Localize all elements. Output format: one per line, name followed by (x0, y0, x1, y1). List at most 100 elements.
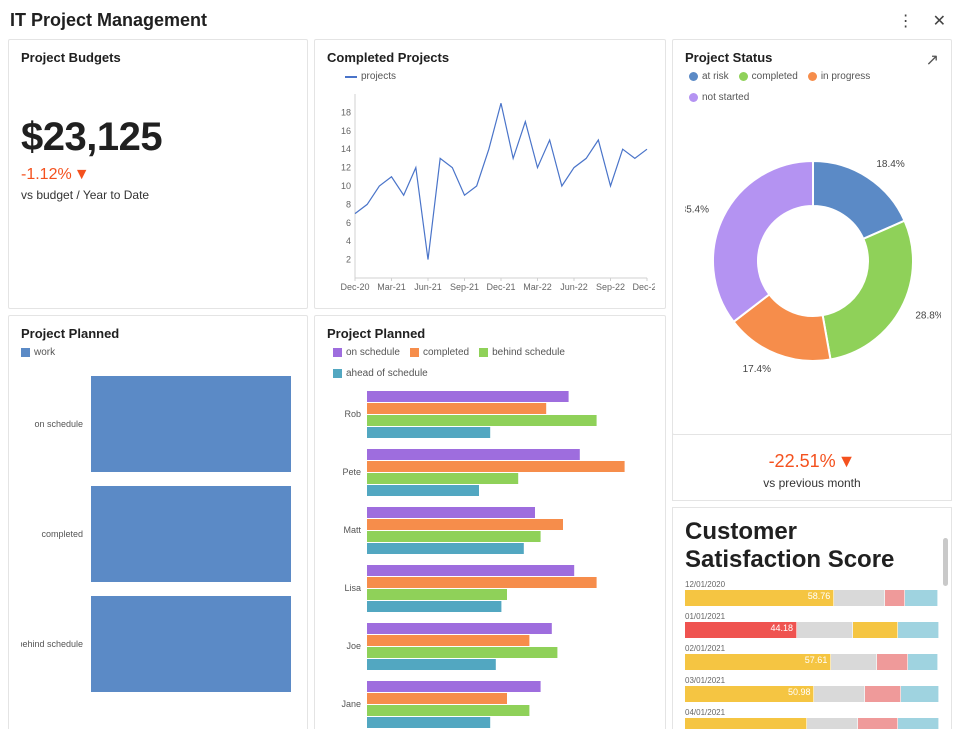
svg-text:Jane: Jane (341, 699, 361, 709)
csat-segment: 50.98 (685, 686, 814, 702)
csat-segment (834, 590, 885, 606)
scrollbar-thumb[interactable] (943, 538, 948, 586)
csat-delta-value: -22.51% (769, 451, 836, 472)
card-title: Project Planned (327, 326, 653, 341)
svg-text:18: 18 (341, 107, 351, 117)
csat-segment: 44.18 (685, 622, 797, 638)
legend-label: in progress (821, 71, 870, 82)
svg-text:Sep-22: Sep-22 (596, 282, 625, 292)
csat-row-label: 04/01/2021 (685, 708, 939, 717)
status-donut-chart: 18.4% 28.8% 17.4% 35.4% (685, 111, 941, 391)
svg-text:28.8%: 28.8% (915, 311, 941, 322)
svg-text:Dec-21: Dec-21 (486, 282, 515, 292)
legend-swatch (345, 76, 357, 78)
card-project-status[interactable]: Project Status ↗ at riskcompletedin prog… (672, 39, 952, 435)
csat-segment (858, 718, 899, 729)
svg-text:behind schedule: behind schedule (21, 639, 83, 649)
csat-segment (685, 718, 807, 729)
svg-text:Jun-21: Jun-21 (414, 282, 442, 292)
csat-row: 12/01/202058.76 (685, 580, 939, 606)
csat-segment (898, 622, 939, 638)
csat-stacked-bar: 57.61 (685, 654, 939, 670)
legend-label: on schedule (346, 347, 400, 358)
svg-text:Mar-21: Mar-21 (377, 282, 406, 292)
card-title: Project Planned (21, 326, 295, 341)
csat-segment-value: 58.76 (808, 591, 831, 601)
svg-text:18.4%: 18.4% (876, 159, 904, 170)
svg-text:Dec-22: Dec-22 (632, 282, 655, 292)
legend-item: behind schedule (479, 347, 565, 358)
csat-trend-rows: 12/01/202058.7601/01/202144.1802/01/2021… (685, 580, 939, 729)
csat-segment (905, 590, 938, 606)
card-completed-projects[interactable]: Completed Projects projects 246810121416… (314, 39, 666, 309)
close-icon[interactable]: ✕ (933, 11, 946, 31)
csat-row-label: 03/01/2021 (685, 676, 939, 685)
budgets-sub: vs budget / Year to Date (21, 188, 295, 202)
legend-swatch (689, 93, 698, 102)
csat-segment (814, 686, 865, 702)
csat-segment (885, 590, 905, 606)
legend-label: ahead of schedule (346, 368, 428, 379)
legend-swatch (333, 348, 342, 357)
svg-text:Mar-22: Mar-22 (523, 282, 552, 292)
csat-row: 04/01/2021 (685, 708, 939, 729)
svg-text:Rob: Rob (344, 409, 361, 419)
expand-icon[interactable]: ↗ (926, 50, 939, 70)
csat-segment (807, 718, 858, 729)
card-csat-trend[interactable]: Customer Satisfaction Score 12/01/202058… (672, 507, 952, 729)
svg-text:completed: completed (41, 529, 83, 539)
card-project-planned-team[interactable]: Project Planned on schedule completed behi… (314, 315, 666, 729)
card-project-planned-work[interactable]: Project Planned work on schedulecomplete… (8, 315, 308, 729)
csat-segment: 58.76 (685, 590, 834, 606)
legend-label: at risk (702, 71, 729, 82)
planned2-grouped-chart: RobPeteMattLisaJoeJane (327, 387, 655, 729)
csat-row: 02/01/202157.61 (685, 644, 939, 670)
csat-segment (797, 622, 853, 638)
svg-text:35.4%: 35.4% (685, 205, 709, 216)
legend-label: projects (361, 71, 396, 82)
legend-item: completed (410, 347, 469, 358)
csat-segment-value: 57.61 (805, 655, 828, 665)
csat-sub: vs previous month (685, 476, 939, 490)
dashboard-root: IT Project Management ⋮ ✕ Project Budget… (0, 0, 960, 729)
csat-stacked-bar: 44.18 (685, 622, 939, 638)
card-project-budgets[interactable]: Project Budgets $23,125 -1.12%▼ vs budge… (8, 39, 308, 309)
csat-segment (865, 686, 901, 702)
down-arrow-icon: ▼ (838, 451, 856, 472)
legend-label: not started (702, 92, 749, 103)
legend-label: completed (752, 71, 798, 82)
svg-text:14: 14 (341, 144, 351, 154)
more-icon[interactable]: ⋮ (898, 11, 915, 31)
svg-text:Jun-22: Jun-22 (560, 282, 588, 292)
header-bar: IT Project Management ⋮ ✕ (8, 6, 952, 39)
planned1-bar-chart: on schedulecompletedbehind schedule (21, 366, 297, 706)
legend-swatch (410, 348, 419, 357)
budgets-delta-value: -1.12% (21, 166, 72, 184)
completed-line-chart: 24681012141618Dec-20Mar-21Jun-21Sep-21De… (327, 90, 655, 300)
legend-swatch (21, 348, 30, 357)
csat-stacked-bar: 50.98 (685, 686, 939, 702)
svg-text:17.4%: 17.4% (743, 364, 771, 375)
csat-segment (831, 654, 877, 670)
csat-segment-value: 50.98 (788, 687, 811, 697)
card-title: Completed Projects (327, 50, 653, 65)
legend-item: in progress (808, 71, 870, 82)
dashboard-grid: Project Budgets $23,125 -1.12%▼ vs budge… (8, 39, 952, 729)
svg-text:Matt: Matt (343, 525, 361, 535)
legend-swatch (808, 72, 817, 81)
legend-item: on schedule (333, 347, 400, 358)
legend-label: work (34, 347, 55, 358)
csat-segment (853, 622, 899, 638)
csat-segment (908, 654, 938, 670)
svg-text:16: 16 (341, 126, 351, 136)
csat-stacked-bar: 58.76 (685, 590, 939, 606)
svg-text:Pete: Pete (342, 467, 361, 477)
down-arrow-icon: ▼ (74, 166, 90, 184)
csat-segment: 57.61 (685, 654, 831, 670)
legend-label: completed (423, 347, 469, 358)
csat-segment (901, 686, 939, 702)
legend-item: at risk (689, 71, 729, 82)
legend: on schedule completed behind schedule ahead… (333, 347, 653, 379)
legend-swatch (739, 72, 748, 81)
legend-swatch (479, 348, 488, 357)
